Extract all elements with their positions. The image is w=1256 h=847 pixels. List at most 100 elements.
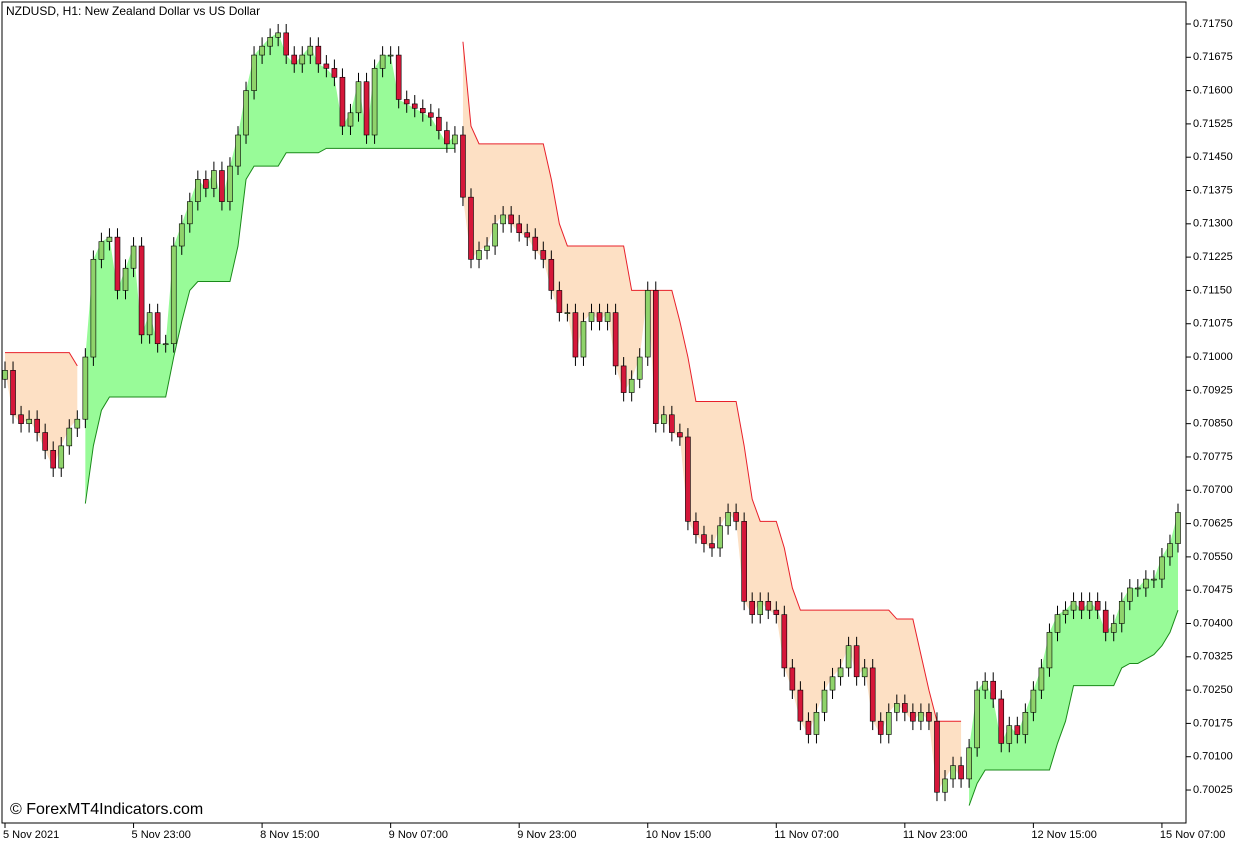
candle-body bbox=[468, 196, 474, 260]
candle-body bbox=[661, 414, 667, 424]
candle-body bbox=[291, 54, 298, 65]
candle-body bbox=[371, 68, 378, 136]
candle-body bbox=[572, 312, 579, 358]
y-tick-label: 0.71525 bbox=[1193, 118, 1233, 130]
candle-body bbox=[1054, 614, 1061, 633]
candle-body bbox=[50, 450, 57, 469]
x-tick-label: 9 Nov 23:00 bbox=[517, 829, 576, 841]
candle-body bbox=[299, 54, 306, 65]
y-tick-label: 0.71300 bbox=[1193, 218, 1233, 230]
candle-body bbox=[596, 312, 603, 322]
candle-body bbox=[419, 108, 426, 114]
candle-body bbox=[42, 432, 48, 451]
candle-body bbox=[1006, 725, 1013, 744]
candle-body bbox=[749, 600, 755, 615]
candle-body bbox=[1094, 600, 1101, 611]
candle-body bbox=[1070, 600, 1077, 611]
candle-body bbox=[1086, 600, 1093, 611]
candle-body bbox=[837, 667, 844, 678]
candle-body bbox=[773, 609, 780, 615]
candle-body bbox=[869, 667, 876, 722]
y-tick-label: 0.71150 bbox=[1193, 284, 1232, 296]
candle-body bbox=[677, 432, 683, 438]
candle-body bbox=[604, 312, 611, 322]
candle-body bbox=[821, 689, 828, 713]
y-tick-label: 0.71075 bbox=[1193, 318, 1233, 330]
candle-body bbox=[58, 445, 65, 469]
candle-body bbox=[243, 90, 249, 136]
x-tick-label: 9 Nov 07:00 bbox=[389, 829, 448, 841]
candle-body bbox=[355, 81, 362, 114]
candle-body bbox=[82, 356, 89, 420]
y-tick-label: 0.71225 bbox=[1193, 251, 1233, 263]
band-fill bbox=[5, 352, 78, 469]
candle-body bbox=[765, 600, 772, 611]
y-tick-label: 0.70475 bbox=[1193, 584, 1233, 596]
candle-body bbox=[436, 116, 442, 131]
candle-body bbox=[950, 765, 956, 780]
candle-body bbox=[74, 418, 81, 429]
candle-body bbox=[259, 45, 265, 56]
candle-body bbox=[500, 214, 506, 225]
candle-body bbox=[347, 112, 354, 127]
candle-body bbox=[339, 76, 346, 127]
y-tick-label: 0.70025 bbox=[1193, 784, 1233, 796]
candle-body bbox=[122, 267, 129, 291]
stop-line bbox=[5, 352, 78, 367]
candle-body bbox=[428, 112, 434, 118]
candle-body bbox=[1143, 578, 1149, 589]
candle-body bbox=[387, 54, 394, 57]
candle-body bbox=[90, 259, 97, 358]
candle-body bbox=[966, 747, 972, 780]
candle-body bbox=[845, 645, 852, 669]
candle-body bbox=[186, 201, 193, 225]
candle-body bbox=[926, 712, 932, 722]
y-tick-label: 0.70550 bbox=[1193, 551, 1233, 563]
y-tick-label: 0.70775 bbox=[1193, 451, 1233, 463]
candle-body bbox=[66, 427, 73, 447]
candle-body bbox=[789, 667, 796, 691]
candle-body bbox=[1126, 587, 1133, 602]
candle-body bbox=[1175, 512, 1181, 544]
x-tick-label: 12 Nov 15:00 bbox=[1031, 829, 1096, 841]
candle-body bbox=[484, 245, 490, 251]
candle-body bbox=[411, 103, 418, 109]
candle-body bbox=[1038, 667, 1045, 691]
plot-area bbox=[2, 23, 1181, 806]
candle-body bbox=[492, 223, 498, 247]
candle-body bbox=[138, 245, 145, 336]
candle-body bbox=[395, 54, 402, 100]
candle-body bbox=[315, 45, 322, 65]
y-tick-label: 0.71375 bbox=[1193, 184, 1233, 196]
y-tick-label: 0.71675 bbox=[1193, 51, 1233, 63]
candle-body bbox=[548, 259, 555, 291]
y-tick-label: 0.70925 bbox=[1193, 384, 1233, 396]
candle-body bbox=[267, 37, 273, 47]
candle-body bbox=[532, 236, 539, 251]
candle-body bbox=[1110, 623, 1117, 633]
candle-body bbox=[580, 321, 587, 358]
band-fill bbox=[85, 32, 455, 504]
candle-body bbox=[797, 689, 804, 722]
y-tick-label: 0.71000 bbox=[1193, 351, 1233, 363]
candle-body bbox=[998, 698, 1005, 744]
candle-body bbox=[877, 720, 884, 735]
candle-body bbox=[902, 703, 908, 713]
candle-body bbox=[701, 534, 707, 544]
x-tick-label: 8 Nov 15:00 bbox=[260, 829, 319, 841]
band-fill bbox=[462, 41, 962, 793]
candle-body bbox=[307, 45, 314, 56]
candle-body bbox=[195, 179, 201, 202]
candle-body bbox=[444, 130, 450, 145]
candle-body bbox=[717, 525, 723, 549]
candle-body bbox=[709, 543, 715, 549]
plot-frame bbox=[1, 1, 1187, 824]
candle-body bbox=[251, 54, 257, 91]
candle-body bbox=[170, 245, 177, 345]
candle-body bbox=[211, 170, 217, 189]
candle-body bbox=[1102, 609, 1109, 633]
candle-body bbox=[564, 312, 571, 314]
candle-body bbox=[1159, 556, 1165, 580]
y-tick-label: 0.70325 bbox=[1193, 651, 1233, 663]
